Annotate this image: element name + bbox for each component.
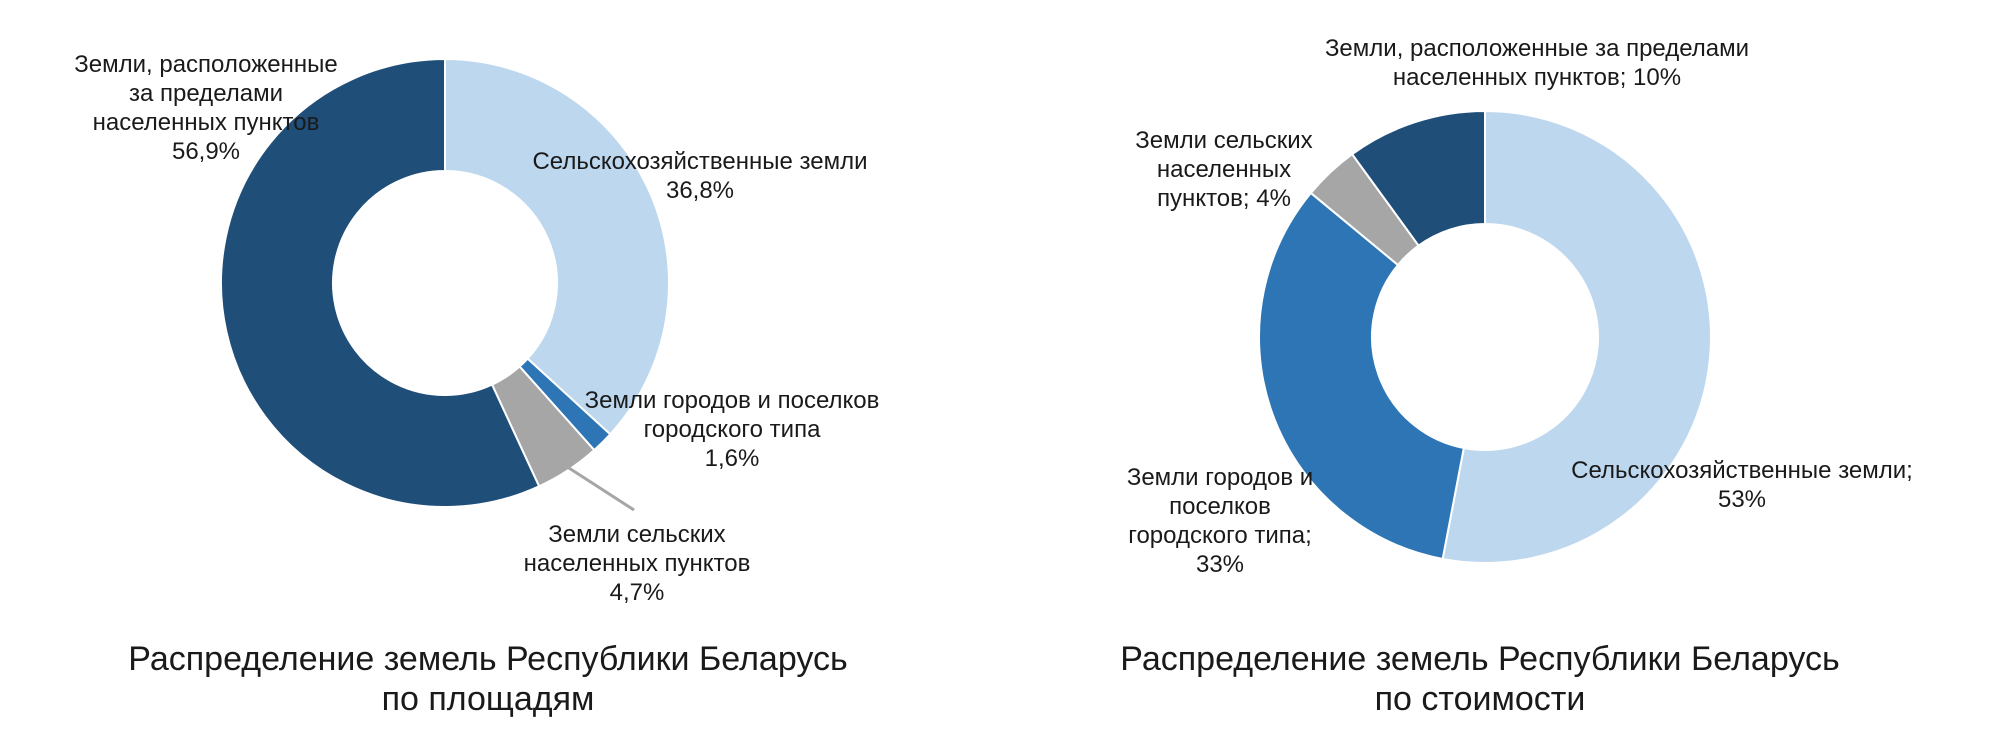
- slice-label-1: Земли городов и поселков городского типа; 3…: [1127, 464, 1313, 578]
- pie-slice-1: [1258, 191, 1465, 561]
- slice-label-0: Сельскохозяйственные земли; 53%: [1571, 457, 1913, 513]
- slice-label-2: Земли сельских населенных пунктов; 4%: [1135, 127, 1312, 212]
- pie-slice-0: [1441, 109, 1712, 564]
- pie-slice-3: [220, 57, 541, 508]
- slice-label-1: Земли городов и поселков городского типа 1…: [585, 387, 880, 472]
- slice-label-3: Земли, расположенные за пределами населен…: [1325, 35, 1749, 91]
- pie-slice-3: [1350, 109, 1486, 247]
- pie-slice-0: [444, 57, 670, 436]
- leader-line: [563, 463, 635, 512]
- slice-label-3: Земли, расположенные за пределами населенн…: [74, 51, 337, 165]
- slice-label-2: Земли сельских населенных пунктов 4,7%: [524, 521, 751, 606]
- chart-title: Распределение земель Республики Беларусь…: [1120, 640, 1839, 718]
- donut-chart-area: Сельскохозяйственные земли 36,8% Земли гор…: [74, 51, 879, 718]
- donut-chart-value: Сельскохозяйственные земли; 53% Земли горо…: [1120, 35, 1913, 718]
- slice-label-0: Сельскохозяйственные земли 36,8%: [532, 148, 867, 204]
- chart-title: Распределение земель Республики Беларусь…: [128, 640, 847, 718]
